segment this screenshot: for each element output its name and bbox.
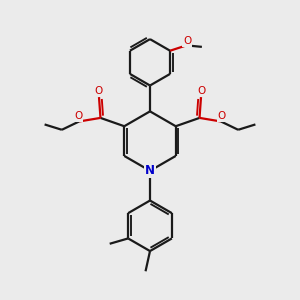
Text: O: O [95,86,103,96]
Text: O: O [74,111,82,121]
Text: O: O [218,111,226,121]
Text: N: N [145,164,155,177]
Text: O: O [197,86,205,96]
Text: O: O [183,36,191,46]
